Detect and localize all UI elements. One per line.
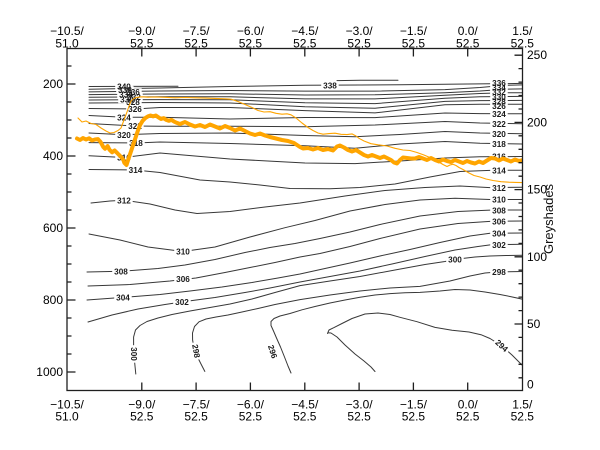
svg-text:52.5: 52.5 — [293, 410, 317, 424]
svg-text:52.5: 52.5 — [239, 410, 263, 424]
svg-text:−3.0/: −3.0/ — [346, 24, 374, 38]
svg-text:250: 250 — [527, 48, 547, 62]
svg-text:324: 324 — [492, 110, 506, 119]
svg-text:330: 330 — [120, 96, 134, 105]
svg-text:52.5: 52.5 — [456, 37, 480, 51]
svg-text:338: 338 — [323, 81, 337, 90]
svg-text:0.0/: 0.0/ — [458, 24, 479, 38]
svg-text:52.5: 52.5 — [347, 410, 371, 424]
svg-text:322: 322 — [492, 120, 506, 129]
svg-text:304: 304 — [116, 294, 130, 303]
svg-text:316: 316 — [492, 153, 506, 162]
svg-text:51.0: 51.0 — [55, 410, 79, 424]
svg-text:52.5: 52.5 — [511, 410, 535, 424]
svg-text:−1.5/: −1.5/ — [400, 24, 428, 38]
svg-text:322: 322 — [128, 122, 142, 131]
svg-text:320: 320 — [492, 130, 506, 139]
svg-text:1000: 1000 — [36, 365, 63, 379]
svg-text:52.5: 52.5 — [456, 410, 480, 424]
svg-text:310: 310 — [492, 196, 506, 205]
svg-text:312: 312 — [492, 184, 506, 193]
svg-text:336: 336 — [126, 88, 140, 97]
svg-text:328: 328 — [126, 98, 140, 107]
svg-text:52.5: 52.5 — [511, 37, 535, 51]
svg-text:298: 298 — [492, 268, 506, 277]
svg-text:100: 100 — [527, 250, 547, 264]
svg-text:330: 330 — [492, 93, 506, 102]
svg-text:334: 334 — [119, 91, 133, 100]
svg-text:52.5: 52.5 — [239, 37, 263, 51]
svg-text:340: 340 — [117, 83, 131, 92]
svg-text:52.5: 52.5 — [130, 37, 154, 51]
svg-text:0: 0 — [527, 378, 534, 392]
svg-text:320: 320 — [117, 131, 131, 140]
svg-text:300: 300 — [129, 347, 138, 361]
svg-text:306: 306 — [492, 218, 506, 227]
svg-text:1.5/: 1.5/ — [512, 24, 533, 38]
svg-text:51.0: 51.0 — [55, 37, 79, 51]
svg-text:300: 300 — [448, 256, 462, 265]
svg-text:52.5: 52.5 — [347, 37, 371, 51]
svg-text:52.5: 52.5 — [184, 410, 208, 424]
svg-text:−6.0/: −6.0/ — [237, 398, 265, 412]
svg-text:308: 308 — [492, 206, 506, 215]
svg-text:50: 50 — [527, 317, 541, 331]
svg-text:150: 150 — [527, 183, 547, 197]
svg-text:1.5/: 1.5/ — [512, 398, 533, 412]
svg-text:800: 800 — [43, 293, 63, 307]
svg-text:0.0/: 0.0/ — [458, 398, 479, 412]
svg-text:318: 318 — [129, 139, 143, 148]
svg-text:52.5: 52.5 — [402, 37, 426, 51]
svg-text:302: 302 — [175, 298, 189, 307]
svg-text:336: 336 — [492, 79, 506, 88]
svg-text:332: 332 — [492, 88, 506, 97]
svg-text:328: 328 — [492, 97, 506, 106]
svg-text:298: 298 — [190, 344, 201, 359]
svg-text:326: 326 — [128, 105, 142, 114]
svg-text:52.5: 52.5 — [130, 410, 154, 424]
svg-text:−7.5/: −7.5/ — [183, 24, 211, 38]
svg-text:−7.5/: −7.5/ — [183, 398, 211, 412]
svg-text:−6.0/: −6.0/ — [237, 24, 265, 38]
svg-text:332: 332 — [127, 93, 141, 102]
svg-text:Greyshades: Greyshades — [541, 183, 556, 254]
svg-text:−9.0/: −9.0/ — [128, 398, 156, 412]
svg-text:−1.5/: −1.5/ — [400, 398, 428, 412]
svg-text:−4.5/: −4.5/ — [291, 398, 319, 412]
svg-text:−9.0/: −9.0/ — [128, 24, 156, 38]
svg-text:310: 310 — [176, 248, 190, 257]
svg-text:302: 302 — [492, 241, 506, 250]
svg-text:312: 312 — [117, 196, 131, 205]
svg-text:314: 314 — [492, 167, 506, 176]
svg-text:−3.0/: −3.0/ — [346, 398, 374, 412]
svg-text:−10.5/: −10.5/ — [50, 398, 84, 412]
svg-text:−4.5/: −4.5/ — [291, 24, 319, 38]
svg-text:400: 400 — [43, 149, 63, 163]
svg-text:314: 314 — [129, 166, 143, 175]
svg-text:−10.5/: −10.5/ — [50, 24, 84, 38]
svg-text:326: 326 — [492, 102, 506, 111]
svg-text:52.5: 52.5 — [293, 37, 317, 51]
svg-text:306: 306 — [176, 275, 190, 284]
svg-text:338: 338 — [118, 86, 132, 95]
svg-text:304: 304 — [492, 230, 506, 239]
svg-text:308: 308 — [114, 268, 128, 277]
svg-text:296: 296 — [266, 344, 279, 360]
svg-text:52.5: 52.5 — [184, 37, 208, 51]
svg-text:334: 334 — [492, 84, 506, 93]
svg-text:52.5: 52.5 — [402, 410, 426, 424]
svg-text:200: 200 — [43, 77, 63, 91]
svg-text:600: 600 — [43, 221, 63, 235]
svg-text:200: 200 — [527, 115, 547, 129]
svg-text:318: 318 — [492, 140, 506, 149]
